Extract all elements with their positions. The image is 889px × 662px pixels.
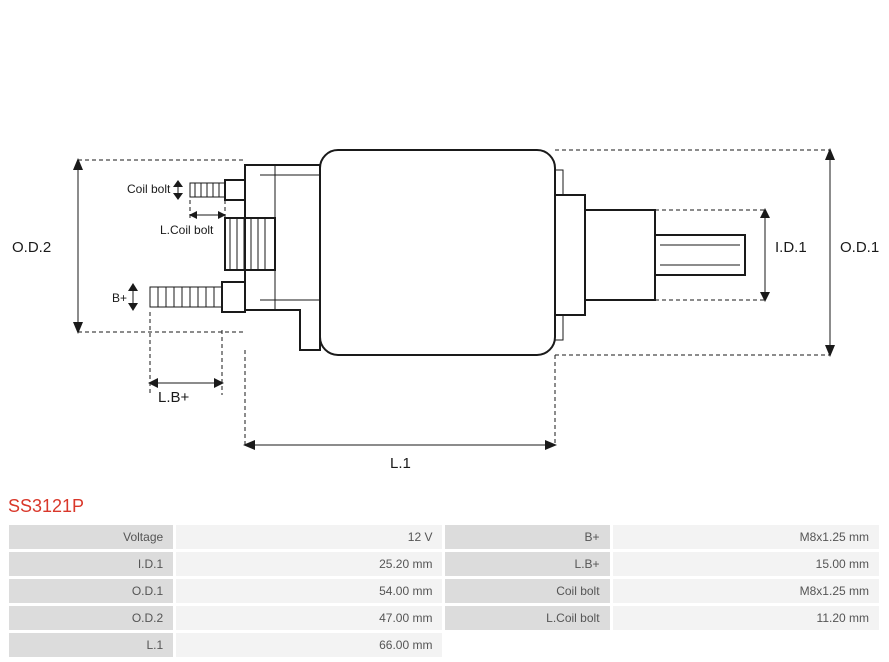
dim-l1: L.1 (243, 350, 557, 472)
spec-label: Coil bolt (445, 579, 609, 603)
table-row: O.D.154.00 mmCoil boltM8x1.25 mm (9, 579, 879, 603)
table-row: L.166.00 mm (9, 633, 879, 657)
dim-coilbolt-label: Coil bolt (127, 182, 171, 196)
dim-coilbolt: Coil bolt (127, 180, 183, 200)
dim-od1: O.D.1 (555, 148, 879, 357)
dim-lcoilbolt: L.Coil bolt (160, 200, 226, 237)
dim-lbplus-label: L.B+ (158, 389, 190, 406)
left-block (245, 165, 320, 350)
dim-bplus: B+ (112, 283, 138, 311)
dim-id1: I.D.1 (655, 208, 807, 302)
bplus-bolt (150, 282, 245, 312)
spec-value: M8x1.25 mm (613, 579, 879, 603)
table-row: Voltage12 VB+M8x1.25 mm (9, 525, 879, 549)
spec-value: 47.00 mm (176, 606, 442, 630)
dim-od2-label: O.D.2 (12, 239, 51, 256)
spec-label: O.D.1 (9, 579, 173, 603)
spec-value: M8x1.25 mm (613, 525, 879, 549)
body-cylinder (320, 150, 555, 355)
dim-bplus-label: B+ (112, 291, 127, 305)
spec-value: 11.20 mm (613, 606, 879, 630)
solenoid-diagram: O.D.2 O.D.1 I.D.1 L.1 L.B+ (0, 0, 889, 495)
spec-label: B+ (445, 525, 609, 549)
spec-value: 12 V (176, 525, 442, 549)
coil-bolt (190, 180, 245, 200)
spec-label: L.B+ (445, 552, 609, 576)
diagram-area: O.D.2 O.D.1 I.D.1 L.1 L.B+ (0, 0, 889, 495)
spec-label: Voltage (9, 525, 173, 549)
spec-label: I.D.1 (9, 552, 173, 576)
spec-label: L.1 (9, 633, 173, 657)
spec-value: 15.00 mm (613, 552, 879, 576)
dim-lbplus: L.B+ (148, 312, 224, 406)
spec-label: O.D.2 (9, 606, 173, 630)
spec-label: L.Coil bolt (445, 606, 609, 630)
spec-value: 25.20 mm (176, 552, 442, 576)
spec-table: Voltage12 VB+M8x1.25 mmI.D.125.20 mmL.B+… (6, 522, 882, 660)
table-row: O.D.247.00 mmL.Coil bolt11.20 mm (9, 606, 879, 630)
spec-value: 54.00 mm (176, 579, 442, 603)
dim-l1-label: L.1 (390, 455, 411, 472)
hex-block (225, 218, 275, 270)
part-number: SS3121P (8, 496, 84, 517)
spec-value: 66.00 mm (176, 633, 442, 657)
table-row: I.D.125.20 mmL.B+15.00 mm (9, 552, 879, 576)
plunger-assembly (555, 170, 745, 340)
dim-lcoilbolt-label: L.Coil bolt (160, 223, 214, 237)
dim-od1-label: O.D.1 (840, 239, 879, 256)
dim-id1-label: I.D.1 (775, 239, 807, 256)
